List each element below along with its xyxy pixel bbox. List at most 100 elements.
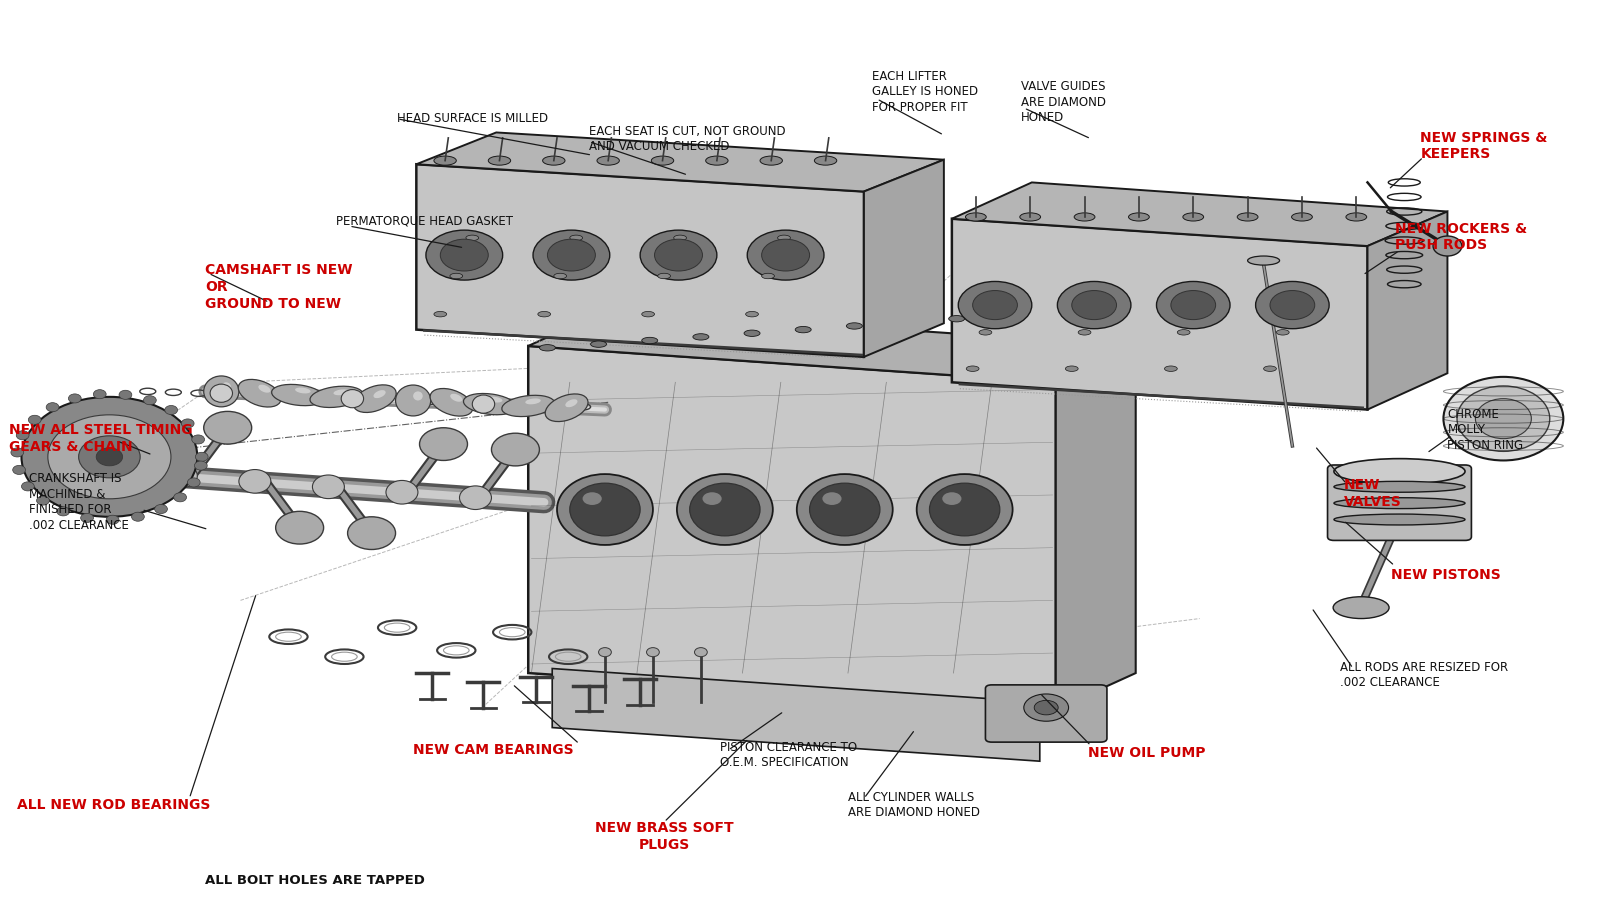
Ellipse shape (1334, 459, 1466, 484)
Ellipse shape (557, 474, 653, 545)
Ellipse shape (165, 464, 197, 488)
Ellipse shape (258, 385, 270, 393)
Ellipse shape (690, 483, 760, 536)
Text: NEW OIL PUMP: NEW OIL PUMP (1088, 746, 1205, 760)
Ellipse shape (341, 389, 363, 408)
Ellipse shape (1091, 293, 1104, 298)
Ellipse shape (846, 323, 862, 329)
Ellipse shape (1128, 213, 1149, 221)
Ellipse shape (598, 648, 611, 657)
Ellipse shape (1074, 213, 1094, 221)
Ellipse shape (582, 492, 602, 505)
Ellipse shape (973, 290, 1018, 319)
Ellipse shape (11, 448, 24, 457)
FancyBboxPatch shape (986, 685, 1107, 743)
Polygon shape (1368, 211, 1448, 410)
Ellipse shape (93, 389, 106, 399)
Ellipse shape (810, 483, 880, 536)
Polygon shape (864, 159, 944, 357)
Ellipse shape (538, 311, 550, 317)
Ellipse shape (1333, 597, 1389, 619)
Ellipse shape (547, 239, 595, 271)
Ellipse shape (395, 385, 430, 416)
Ellipse shape (386, 480, 418, 504)
Ellipse shape (949, 316, 965, 322)
Text: EACH SEAT IS CUT, NOT GROUND
AND VACUUM CHECKED: EACH SEAT IS CUT, NOT GROUND AND VACUUM … (589, 125, 786, 153)
Ellipse shape (21, 481, 34, 490)
Ellipse shape (450, 273, 462, 278)
Ellipse shape (48, 415, 171, 499)
Ellipse shape (1334, 498, 1466, 509)
Ellipse shape (762, 239, 810, 271)
Ellipse shape (917, 474, 1013, 545)
Ellipse shape (203, 411, 251, 444)
Ellipse shape (966, 366, 979, 371)
Ellipse shape (187, 478, 200, 487)
Ellipse shape (654, 239, 702, 271)
Text: ALL CYLINDER WALLS
ARE DIAMOND HONED: ALL CYLINDER WALLS ARE DIAMOND HONED (848, 791, 979, 819)
Ellipse shape (706, 157, 728, 165)
Ellipse shape (78, 436, 141, 478)
Ellipse shape (155, 504, 168, 513)
Ellipse shape (413, 391, 422, 400)
Text: PERMATORQUE HEAD GASKET: PERMATORQUE HEAD GASKET (336, 214, 514, 228)
Ellipse shape (539, 345, 555, 351)
Ellipse shape (1334, 481, 1466, 492)
Ellipse shape (930, 483, 1000, 536)
Ellipse shape (1264, 366, 1277, 371)
Ellipse shape (450, 394, 462, 402)
Ellipse shape (570, 483, 640, 536)
Ellipse shape (502, 395, 555, 417)
Text: NEW CAM BEARINGS: NEW CAM BEARINGS (413, 743, 574, 757)
Text: NEW
VALVES: NEW VALVES (1344, 478, 1402, 509)
Ellipse shape (979, 329, 992, 335)
Ellipse shape (640, 230, 717, 280)
Ellipse shape (1072, 290, 1117, 319)
Ellipse shape (1346, 213, 1366, 221)
Ellipse shape (46, 402, 59, 411)
Ellipse shape (693, 334, 709, 340)
Ellipse shape (674, 235, 686, 240)
Ellipse shape (466, 235, 478, 240)
Ellipse shape (16, 430, 29, 440)
Ellipse shape (464, 393, 517, 415)
Ellipse shape (69, 394, 82, 403)
Ellipse shape (795, 327, 811, 333)
Ellipse shape (96, 448, 123, 466)
Ellipse shape (1334, 514, 1466, 525)
Ellipse shape (1190, 293, 1203, 298)
Ellipse shape (181, 419, 194, 428)
Text: CAMSHAFT IS NEW
OR
GROUND TO NEW: CAMSHAFT IS NEW OR GROUND TO NEW (205, 263, 354, 310)
Ellipse shape (486, 397, 502, 402)
Ellipse shape (354, 385, 397, 412)
Polygon shape (416, 164, 864, 357)
Ellipse shape (677, 474, 773, 545)
Ellipse shape (419, 428, 467, 460)
Ellipse shape (642, 311, 654, 317)
Ellipse shape (174, 492, 187, 501)
Ellipse shape (192, 435, 205, 444)
Ellipse shape (459, 486, 491, 510)
Ellipse shape (347, 517, 395, 550)
Ellipse shape (746, 311, 758, 317)
Ellipse shape (58, 507, 70, 516)
Ellipse shape (1066, 366, 1078, 371)
Ellipse shape (106, 515, 118, 524)
Ellipse shape (165, 406, 178, 415)
Text: PISTON CLEARANCE TO
O.E.M. SPECIFICATION: PISTON CLEARANCE TO O.E.M. SPECIFICATION (720, 741, 858, 769)
Ellipse shape (760, 157, 782, 165)
Ellipse shape (744, 330, 760, 337)
Ellipse shape (312, 475, 344, 499)
Ellipse shape (1248, 256, 1280, 265)
Ellipse shape (597, 157, 619, 165)
Text: HEAD SURFACE IS MILLED: HEAD SURFACE IS MILLED (397, 112, 549, 126)
Ellipse shape (797, 474, 893, 545)
Ellipse shape (1024, 694, 1069, 722)
Text: ALL NEW ROD BEARINGS: ALL NEW ROD BEARINGS (16, 798, 210, 812)
Polygon shape (1056, 346, 1136, 710)
Ellipse shape (1458, 386, 1550, 451)
Ellipse shape (310, 386, 363, 408)
Ellipse shape (942, 492, 962, 505)
Ellipse shape (21, 397, 197, 517)
Ellipse shape (238, 470, 270, 493)
